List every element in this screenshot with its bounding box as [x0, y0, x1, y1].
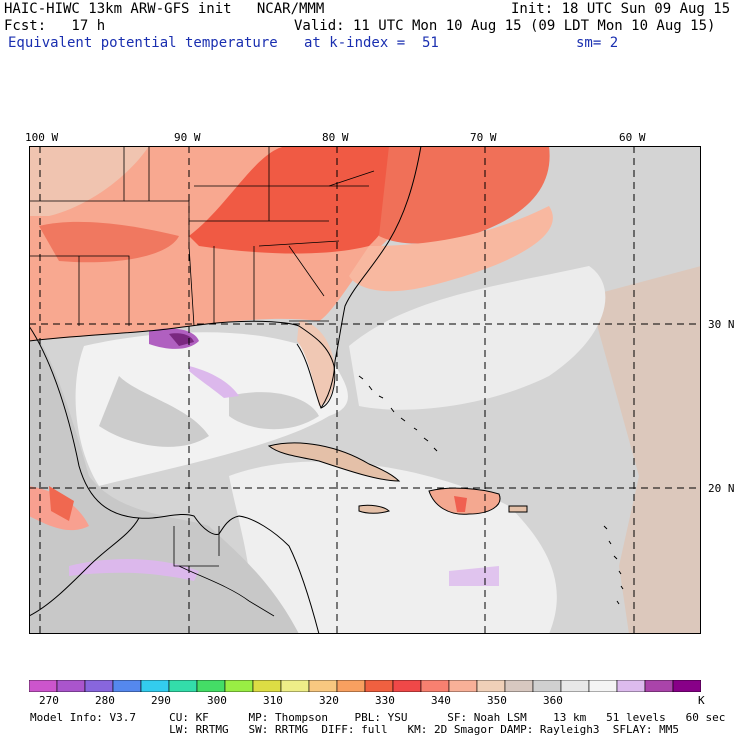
lat-label-30n: 30 N — [708, 318, 735, 331]
atlantic-warm-plume — [379, 146, 550, 244]
latlon-grid — [29, 146, 701, 634]
colorbar-tick-label: 350 — [487, 694, 507, 707]
colorbar-swatch — [504, 680, 534, 692]
colorbar-swatch — [588, 680, 618, 692]
colorbar — [29, 680, 701, 692]
country-borders — [173, 526, 275, 617]
atlantic-white-region — [349, 266, 606, 410]
lat-label-20n: 20 N — [708, 482, 735, 495]
colorbar-swatch — [560, 680, 590, 692]
model-info-line2: LW: RRTMG SW: RRTMG DIFF: full KM: 2D Sm… — [30, 723, 680, 736]
colorbar-swatch — [616, 680, 646, 692]
colorbar-tick-label: 290 — [151, 694, 171, 707]
lon-label-80w: 80 W — [322, 131, 349, 144]
cuba-land — [269, 442, 399, 481]
gulf-purple-streak — [189, 366, 239, 398]
colorbar-tick-label: 280 — [95, 694, 115, 707]
colorbar-unit: K — [698, 694, 705, 707]
forecast-hour: Fcst: 17 h — [4, 18, 106, 34]
gulf-white-region — [75, 332, 348, 486]
colorbar-tick-label: 330 — [375, 694, 395, 707]
lon-label-90w: 90 W — [174, 131, 201, 144]
colorbar-swatch — [476, 680, 506, 692]
colorbar-swatch — [168, 680, 198, 692]
gulf-grey-patch-2 — [229, 392, 319, 430]
louisiana-deep-purple — [169, 333, 194, 346]
colorbar-swatch — [196, 680, 226, 692]
mexico-land — [29, 326, 299, 634]
colorbar-swatch — [308, 680, 338, 692]
lon-label-60w: 60 W — [619, 131, 646, 144]
level-info: at k-index = 51 — [304, 35, 439, 51]
us-texas-hot — [39, 221, 179, 263]
us-plains-tan — [29, 146, 149, 216]
puerto-rico-land — [509, 506, 527, 512]
lon-label-70w: 70 W — [470, 131, 497, 144]
colorbar-tick-label: 360 — [543, 694, 563, 707]
colorbar-swatch — [56, 680, 86, 692]
colorbar-swatch — [224, 680, 254, 692]
caribbean-purple-streak — [449, 566, 499, 586]
colorbar-swatch — [448, 680, 478, 692]
colorbar-swatch — [392, 680, 422, 692]
theta-e-map — [29, 146, 701, 634]
colorbar-swatch — [112, 680, 142, 692]
pacific-purple-streak — [69, 559, 199, 581]
atlantic-tan-region — [589, 266, 701, 634]
colorbar-tick-label: 340 — [431, 694, 451, 707]
colorbar-swatch — [84, 680, 114, 692]
smoothing-info: sm= 2 — [576, 35, 619, 51]
colorbar-swatch — [672, 680, 701, 692]
colorbar-tick-label: 300 — [207, 694, 227, 707]
hispaniola-hot — [454, 496, 467, 512]
colorbar-tick-label: 270 — [39, 694, 59, 707]
colorbar-swatch — [29, 680, 58, 692]
lon-label-100w: 100 W — [25, 131, 59, 144]
valid-time: Valid: 11 UTC Mon 10 Aug 15 (09 LDT Mon … — [294, 18, 716, 34]
model-info-line1: Model Info: V3.7 CU: KF MP: Thompson PBL… — [30, 711, 726, 724]
colorbar-swatch — [336, 680, 366, 692]
init-time: Init: 18 UTC Sun 09 Aug 15 — [511, 1, 731, 17]
coastlines — [29, 146, 624, 634]
colorbar-tick-label: 310 — [263, 694, 283, 707]
gulf-grey-patch — [99, 376, 209, 447]
colorbar-swatch — [364, 680, 394, 692]
florida-land — [297, 321, 335, 406]
carolinas-hot-band — [189, 146, 419, 254]
map-frame — [29, 146, 701, 634]
colorbar-swatch — [420, 680, 450, 692]
mexico-hot-patch — [49, 486, 74, 521]
colorbar-swatch — [644, 680, 674, 692]
model-title: HAIC-HIWC 13km ARW-GFS init NCAR/MMM — [4, 1, 325, 17]
colorbar-swatch — [140, 680, 170, 692]
field-name: Equivalent potential temperature — [8, 35, 278, 51]
colorbar-swatch — [280, 680, 310, 692]
colorbar-swatch — [252, 680, 282, 692]
colorbar-swatch — [532, 680, 562, 692]
atlantic-warm-fringe — [349, 206, 553, 292]
colorbar-tick-label: 320 — [319, 694, 339, 707]
